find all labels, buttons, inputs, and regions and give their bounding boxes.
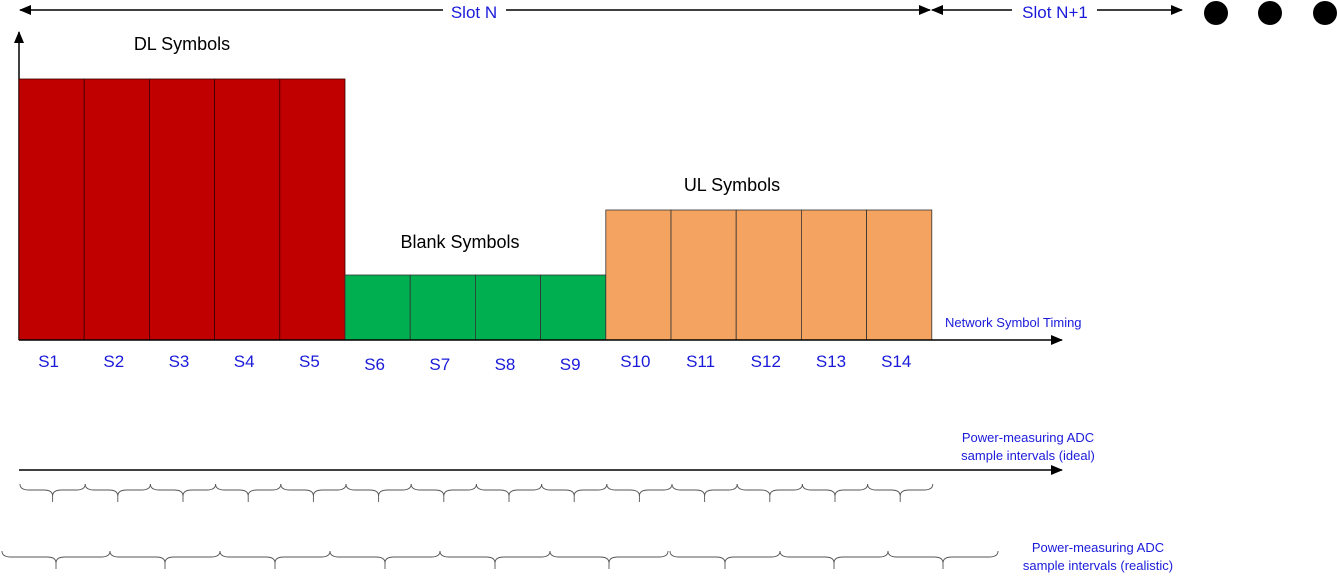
- ul-group-label: UL Symbols: [684, 175, 780, 195]
- ideal-sample-brace: [345, 483, 412, 497]
- symbol-label-s7: S7: [429, 355, 450, 374]
- ideal-sample-brace: [671, 483, 738, 497]
- ideal-sample-brace: [541, 483, 608, 497]
- ideal-sample-brace: [736, 483, 803, 497]
- symbol-bar-s5: [279, 78, 346, 341]
- realistic-sample-brace: [439, 550, 551, 564]
- symbol-label-s2: S2: [103, 352, 124, 371]
- symbol-label-s1: S1: [38, 352, 59, 371]
- symbol-label-s9: S9: [560, 355, 581, 374]
- realistic-sample-brace: [219, 550, 331, 564]
- realistic-sample-brace: [549, 550, 669, 564]
- ideal-sample-brace: [410, 483, 477, 497]
- ellipsis-dot: [1313, 1, 1337, 25]
- dl-group-label: DL Symbols: [134, 34, 230, 54]
- symbol-labels: S1 S2 S3 S4 S5 S6 S7 S8 S9 S10 S11 S12 S13 S14: [38, 352, 911, 374]
- ideal-adc-label-line2: sample intervals (ideal): [961, 448, 1095, 463]
- realistic-sample-brace: [1, 550, 111, 564]
- symbol-label-s5: S5: [299, 352, 320, 371]
- network-timing-label: Network Symbol Timing: [945, 315, 1082, 330]
- realistic-sample-brace: [887, 550, 999, 564]
- ellipsis-dot: [1258, 1, 1282, 25]
- ellipsis-dot: [1204, 1, 1228, 25]
- ideal-sample-brace: [215, 483, 282, 497]
- ideal-sample-brace: [149, 483, 217, 497]
- ideal-sample-brace: [867, 483, 934, 497]
- ideal-sample-brace: [19, 483, 86, 497]
- symbol-bar-s1: [18, 78, 85, 341]
- symbol-bar-s14: [866, 209, 933, 341]
- symbol-label-s11: S11: [686, 352, 715, 371]
- ideal-adc-label-line1: Power-measuring ADC: [962, 430, 1094, 445]
- realistic-sample-brace: [669, 550, 781, 564]
- symbol-bar-s12: [735, 209, 802, 341]
- symbol-bar-s11: [670, 209, 737, 341]
- slot-n1-label: Slot N+1: [1022, 3, 1088, 22]
- realistic-sample-brace: [109, 550, 221, 564]
- ideal-sample-braces: [19, 483, 934, 502]
- symbol-label-s10: S10: [620, 352, 650, 371]
- symbol-label-s6: S6: [364, 355, 385, 374]
- realistic-sample-brace: [779, 550, 889, 564]
- ideal-sample-brace: [801, 483, 869, 497]
- realistic-adc-label-line2: sample intervals (realistic): [1023, 558, 1173, 573]
- symbol-label-s8: S8: [495, 355, 516, 374]
- symbol-bar-s7: [409, 274, 476, 341]
- realistic-adc-label-line1: Power-measuring ADC: [1032, 540, 1164, 555]
- realistic-sample-braces: [1, 550, 999, 569]
- symbol-bar-s9: [540, 274, 607, 341]
- symbol-bar-s6: [344, 274, 411, 341]
- ideal-sample-brace: [606, 483, 673, 497]
- symbol-label-s13: S13: [816, 352, 846, 371]
- symbol-bar-s13: [801, 209, 868, 341]
- realistic-sample-brace: [329, 550, 441, 564]
- blank-group-label: Blank Symbols: [400, 232, 519, 252]
- ideal-sample-brace: [84, 483, 151, 497]
- symbol-bar-s3: [148, 78, 215, 341]
- symbol-label-s4: S4: [234, 352, 255, 371]
- slot-n-label: Slot N: [451, 3, 497, 22]
- symbol-label-s14: S14: [881, 352, 911, 371]
- symbol-bar-s8: [474, 274, 541, 341]
- symbol-bars: [18, 78, 933, 341]
- symbol-label-s12: S12: [751, 352, 781, 371]
- symbol-bar-s10: [605, 209, 672, 341]
- ideal-sample-brace: [475, 483, 543, 497]
- symbol-label-s3: S3: [169, 352, 190, 371]
- ideal-sample-brace: [280, 483, 347, 497]
- symbol-bar-s2: [83, 78, 150, 341]
- symbol-bar-s4: [214, 78, 281, 341]
